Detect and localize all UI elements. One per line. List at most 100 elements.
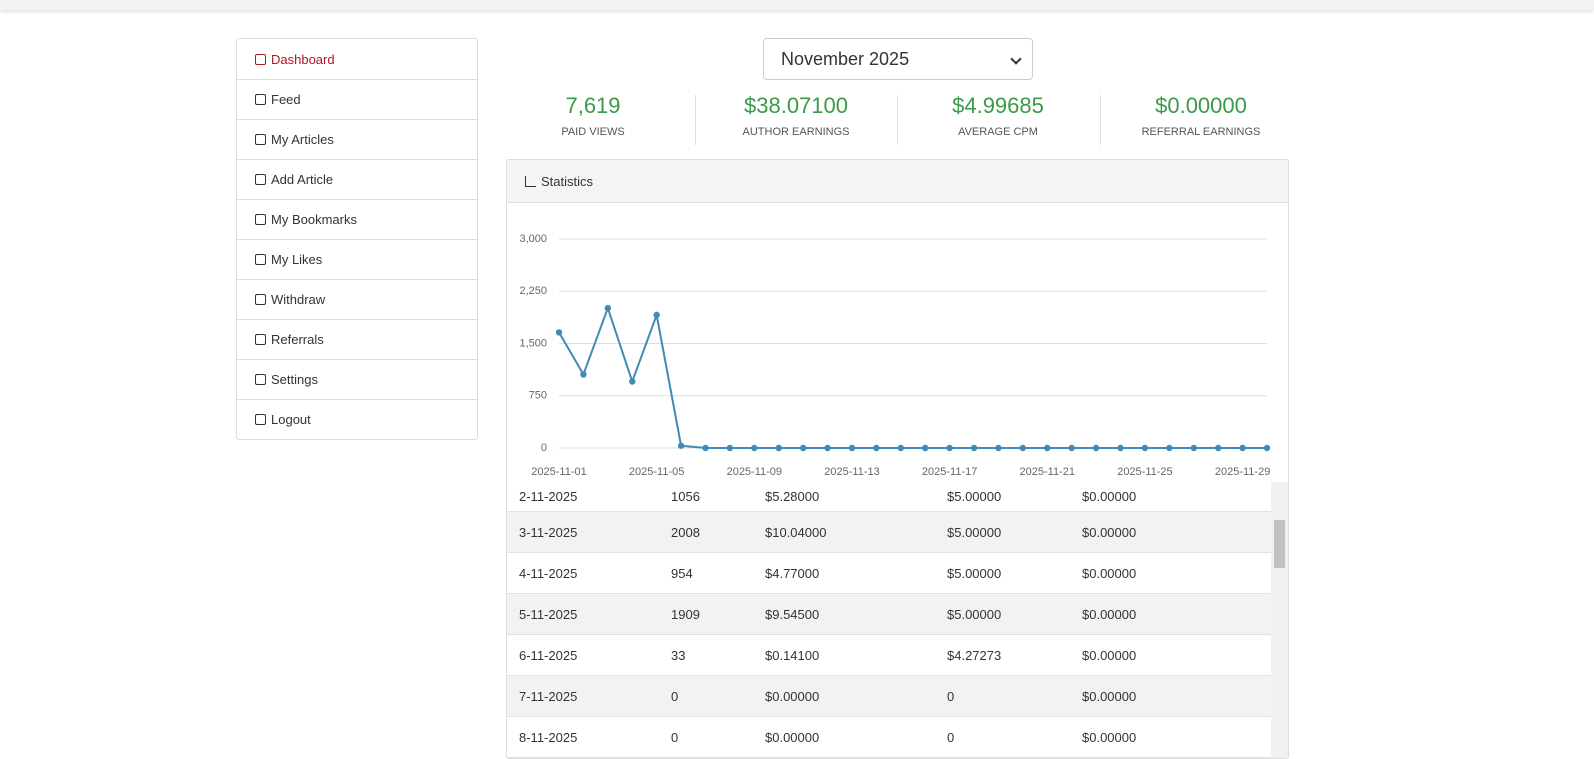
- table-cell: $0.00000: [1082, 525, 1137, 540]
- table-cell: $9.54500: [765, 607, 820, 622]
- point: [775, 444, 782, 452]
- panel-title: Statistics: [541, 173, 594, 189]
- table-cell: 954: [671, 566, 693, 581]
- table-cell: $10.04000: [765, 525, 827, 540]
- nav-label: Withdraw: [271, 292, 326, 307]
- stat: $38.07100 AUTHOR EARNINGS: [696, 90, 896, 138]
- nav-icon: [255, 374, 266, 385]
- table-cell: 0: [947, 689, 955, 704]
- point: [1239, 444, 1246, 452]
- nav-label: Feed: [271, 92, 301, 107]
- nav-icon: [255, 254, 266, 265]
- nav-item[interactable]: My Articles: [237, 119, 477, 159]
- panel-header: Statistics: [507, 160, 1288, 203]
- point: [1019, 444, 1027, 452]
- table-cell: $5.00000: [947, 525, 1002, 540]
- line: [558, 305, 1267, 449]
- y-tick-label: 2,250: [519, 285, 547, 297]
- point: [726, 444, 734, 452]
- table-cell: $0.00000: [1082, 566, 1137, 581]
- top-bar: [0, 0, 1594, 10]
- table-cell: 5-11-2025: [519, 607, 578, 622]
- nav-item[interactable]: Referrals: [237, 319, 477, 359]
- nav-item[interactable]: Withdraw: [237, 279, 477, 319]
- point: [1092, 444, 1100, 452]
- nav-label: My Articles: [271, 132, 334, 147]
- table-cell: 7-11-2025: [519, 689, 578, 704]
- nav-icon: [255, 294, 266, 305]
- nav-item[interactable]: Dashboard: [237, 39, 477, 79]
- point: [848, 444, 856, 452]
- x-tick-label: 2025-11-25: [1117, 466, 1172, 478]
- table-cell: 33: [671, 648, 686, 663]
- statistics-panel: Statistics 0 750 1,500 2,250 3,000 2025-11-01…: [506, 159, 1289, 759]
- point: [873, 444, 880, 452]
- table-cell: $5.00000: [947, 566, 1002, 581]
- nav-item[interactable]: My Bookmarks: [237, 199, 477, 239]
- x-tick-label: 2025-11-17: [922, 466, 977, 478]
- table-row: 2-11-2025 1056 $5.28000 $5.00000 $0.00000: [507, 482, 1271, 512]
- stat-label: REFERRAL EARNINGS: [1141, 126, 1261, 138]
- table-cell: 4-11-2025: [519, 566, 578, 581]
- point: [824, 444, 831, 452]
- y-tick-label: 3,000: [519, 233, 547, 245]
- table-cell: $0.00000: [1082, 607, 1137, 622]
- table-cell: $0.00000: [1082, 648, 1137, 663]
- table-row: 5-11-2025 1909 $9.54500 $5.00000 $0.00000: [507, 594, 1271, 635]
- nav-label: My Bookmarks: [271, 212, 357, 227]
- scrollbar[interactable]: [1271, 482, 1288, 758]
- point: [604, 304, 612, 312]
- table-cell: $5.00000: [947, 489, 1002, 504]
- stat-value: $0.00000: [1155, 93, 1247, 118]
- point: [799, 444, 807, 452]
- nav-icon: [255, 214, 266, 225]
- nav-item[interactable]: Logout: [237, 399, 477, 439]
- point: [897, 444, 904, 452]
- stat-divider: [1100, 95, 1101, 145]
- table-cell: $0.00000: [1082, 489, 1137, 504]
- point: [702, 444, 709, 452]
- scroll-thumb[interactable]: [1274, 520, 1285, 568]
- point: [1044, 444, 1051, 452]
- nav-item[interactable]: Settings: [237, 359, 477, 399]
- table-cell: 0: [671, 730, 679, 745]
- stat-label: PAID VIEWS: [561, 126, 625, 138]
- nav-item[interactable]: Add Article: [237, 159, 477, 199]
- table-cell: $4.77000: [765, 566, 820, 581]
- point: [677, 442, 685, 449]
- point: [970, 444, 978, 452]
- point: [922, 444, 929, 452]
- stat-value: $4.99685: [952, 93, 1044, 118]
- stat-label: AUTHOR EARNINGS: [742, 126, 850, 138]
- nav-item[interactable]: My Likes: [237, 239, 477, 279]
- table-row: 3-11-2025 2008 $10.04000 $5.00000 $0.00000: [507, 512, 1271, 553]
- stat: $4.99685 AVERAGE CPM: [898, 90, 1098, 138]
- table-cell: 1909: [671, 607, 700, 622]
- table-cell: $0.00000: [765, 689, 820, 704]
- x-tick-label: 2025-11-21: [1020, 466, 1075, 478]
- nav-label: Add Article: [271, 172, 334, 187]
- stat: 7,619 PAID VIEWS: [493, 90, 693, 138]
- table-cell: 0: [947, 730, 955, 745]
- table-cell: 2008: [671, 525, 700, 540]
- stat-value: 7,619: [565, 93, 621, 118]
- sidebar: Dashboard Feed My Articles Add Article My Bo…: [236, 38, 478, 440]
- nav-icon: [255, 174, 266, 185]
- point: [1263, 444, 1271, 452]
- point: [1166, 444, 1173, 452]
- nav-icon: [255, 334, 266, 345]
- table-cell: 2-11-2025: [519, 489, 578, 504]
- nav-icon: [255, 53, 266, 65]
- table-cell: 3-11-2025: [519, 525, 578, 540]
- table-cell: 1056: [671, 489, 700, 504]
- y-tick-label: 0: [541, 442, 547, 454]
- x-tick-label: 2025-11-01: [531, 466, 586, 478]
- nav-icon: [255, 134, 266, 145]
- table-cell: $0.00000: [1082, 730, 1137, 745]
- table-cell: $0.00000: [765, 730, 820, 745]
- nav-item[interactable]: Feed: [237, 79, 477, 119]
- month-select[interactable]: November 2025: [763, 38, 1033, 80]
- stat-value: $38.07100: [744, 93, 848, 118]
- point: [1214, 444, 1222, 452]
